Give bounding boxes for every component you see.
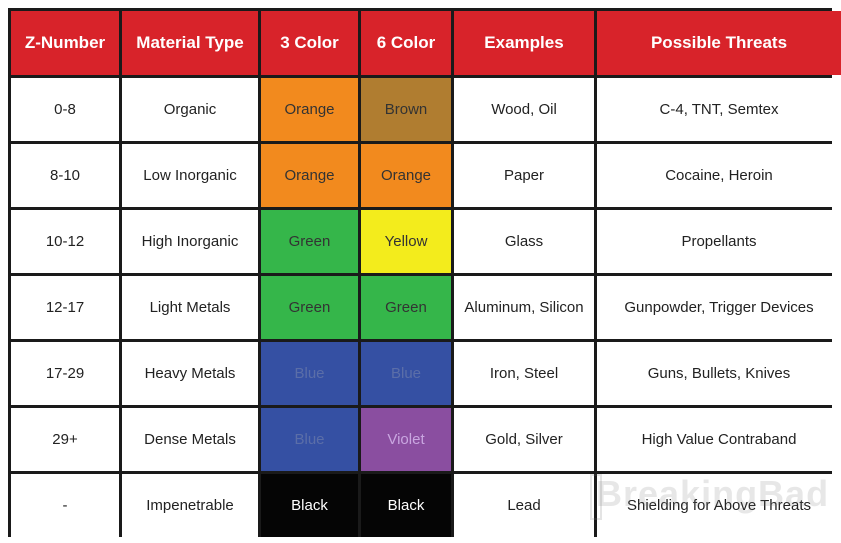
cell-6-color: Brown: [361, 78, 451, 141]
cell-possible-threats: Propellants: [597, 210, 841, 273]
cell-possible-threats: High Value Contraband: [597, 408, 841, 471]
cell-possible-threats: Guns, Bullets, Knives: [597, 342, 841, 405]
header-z-number: Z-Number: [11, 11, 119, 75]
cell-z-number: 8-10: [11, 144, 119, 207]
cell-3-color: Blue: [261, 408, 358, 471]
header-6-color: 6 Color: [361, 11, 451, 75]
header-examples: Examples: [454, 11, 594, 75]
cell-6-color: Blue: [361, 342, 451, 405]
cell-material-type: Heavy Metals: [122, 342, 258, 405]
cell-3-color: Black: [261, 474, 358, 537]
cell-z-number: -: [11, 474, 119, 537]
cell-z-number: 10-12: [11, 210, 119, 273]
cell-examples: Gold, Silver: [454, 408, 594, 471]
cell-examples: Paper: [454, 144, 594, 207]
cell-z-number: 17-29: [11, 342, 119, 405]
cell-3-color: Green: [261, 276, 358, 339]
header-material-type: Material Type: [122, 11, 258, 75]
cell-6-color: Orange: [361, 144, 451, 207]
cell-examples: Aluminum, Silicon: [454, 276, 594, 339]
cell-material-type: Organic: [122, 78, 258, 141]
cell-examples: Wood, Oil: [454, 78, 594, 141]
cell-material-type: High Inorganic: [122, 210, 258, 273]
cell-material-type: Light Metals: [122, 276, 258, 339]
cell-examples: Lead: [454, 474, 594, 537]
cell-possible-threats: C-4, TNT, Semtex: [597, 78, 841, 141]
cell-possible-threats: Gunpowder, Trigger Devices: [597, 276, 841, 339]
cell-material-type: Low Inorganic: [122, 144, 258, 207]
cell-z-number: 29+: [11, 408, 119, 471]
cell-z-number: 12-17: [11, 276, 119, 339]
cell-3-color: Orange: [261, 78, 358, 141]
cell-6-color: Violet: [361, 408, 451, 471]
cell-3-color: Orange: [261, 144, 358, 207]
z-number-color-table: Z-Number Material Type 3 Color 6 Color E…: [8, 8, 841, 537]
cell-3-color: Blue: [261, 342, 358, 405]
header-possible-threats: Possible Threats: [597, 11, 841, 75]
header-3-color: 3 Color: [261, 11, 358, 75]
cell-examples: Iron, Steel: [454, 342, 594, 405]
cell-3-color: Green: [261, 210, 358, 273]
cell-6-color: Black: [361, 474, 451, 537]
cell-6-color: Yellow: [361, 210, 451, 273]
cell-examples: Glass: [454, 210, 594, 273]
cell-possible-threats: Shielding for Above Threats: [597, 474, 841, 537]
cell-material-type: Dense Metals: [122, 408, 258, 471]
cell-possible-threats: Cocaine, Heroin: [597, 144, 841, 207]
cell-material-type: Impenetrable: [122, 474, 258, 537]
cell-z-number: 0-8: [11, 78, 119, 141]
cell-6-color: Green: [361, 276, 451, 339]
